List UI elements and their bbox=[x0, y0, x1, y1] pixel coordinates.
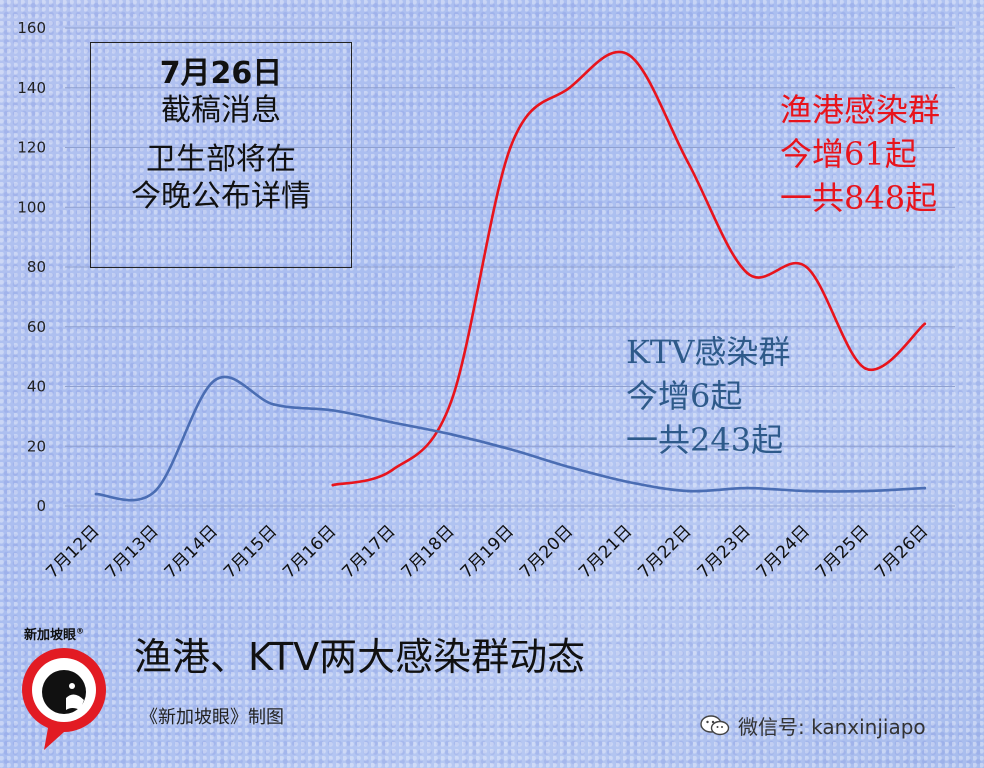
fishery-annotation-name: 渔港感染群 bbox=[780, 91, 941, 129]
data-point-ktv bbox=[213, 379, 216, 382]
y-tick-label: 80 bbox=[27, 258, 46, 276]
y-tick-label: 20 bbox=[27, 437, 46, 455]
data-point-fishery bbox=[331, 483, 335, 487]
data-point-ktv bbox=[745, 486, 749, 490]
x-tick-label: 7月23日 bbox=[694, 521, 755, 582]
x-axis-ticks: 7月12日7月13日7月14日7月15日7月16日7月17日7月18日7月19日… bbox=[42, 521, 932, 582]
series-line-ktv bbox=[94, 375, 927, 502]
notice-line-4: 今晚公布详情 bbox=[131, 179, 311, 214]
y-axis-ticks: 0 20 40 60 80 100 120 140 160 bbox=[17, 19, 46, 515]
data-point-ktv bbox=[568, 465, 571, 469]
chart-title: 渔港、KTV两大感染群动态 bbox=[134, 635, 586, 679]
notice-box: 7月26日 截稿消息 卫生部将在 今晚公布详情 bbox=[90, 42, 352, 268]
chart-credit: 《新加坡眼》制图 bbox=[140, 707, 284, 728]
ktv-annotation-today: 今增6起 bbox=[626, 377, 743, 415]
data-point-fishery bbox=[449, 400, 453, 403]
x-tick-label: 7月13日 bbox=[102, 521, 163, 582]
wechat-id: 微信号: kanxinjiapo bbox=[738, 715, 926, 739]
notice-line-3: 卫生部将在 bbox=[146, 142, 296, 177]
y-tick-label: 120 bbox=[17, 139, 46, 157]
ktv-annotation-name: KTV感染群 bbox=[626, 333, 791, 371]
fishery-annotation-total: 一共848起 bbox=[780, 179, 938, 217]
x-tick-label: 7月16日 bbox=[279, 521, 340, 582]
data-point-fishery bbox=[864, 367, 867, 370]
logo-icon bbox=[22, 648, 106, 750]
data-point-fishery bbox=[568, 86, 571, 90]
logo-text: 新加坡眼® bbox=[24, 624, 84, 643]
x-tick-label: 7月26日 bbox=[871, 521, 932, 582]
data-point-fishery bbox=[686, 161, 690, 164]
x-tick-label: 7月24日 bbox=[753, 521, 814, 582]
y-tick-label: 0 bbox=[36, 497, 46, 515]
notice-line-2: 截稿消息 bbox=[161, 93, 281, 128]
data-point-ktv bbox=[686, 489, 690, 493]
data-point-fishery bbox=[745, 271, 749, 275]
data-point-fishery bbox=[923, 322, 927, 326]
y-tick-label: 140 bbox=[17, 79, 46, 97]
x-tick-label: 7月17日 bbox=[338, 521, 399, 582]
fishery-annotation: 渔港感染群 今增61起 一共848起 bbox=[780, 88, 940, 220]
fishery-annotation-today: 今增61起 bbox=[780, 135, 917, 173]
x-tick-label: 7月22日 bbox=[634, 521, 695, 582]
x-tick-label: 7月19日 bbox=[457, 521, 518, 582]
data-point-ktv bbox=[449, 433, 453, 436]
x-tick-label: 7月21日 bbox=[575, 521, 636, 582]
x-tick-label: 7月12日 bbox=[42, 521, 103, 582]
data-point-ktv bbox=[94, 492, 98, 496]
data-point-ktv bbox=[272, 403, 275, 406]
x-tick-label: 7月14日 bbox=[161, 521, 222, 582]
wechat-icon bbox=[700, 714, 730, 735]
y-tick-label: 160 bbox=[17, 19, 46, 37]
data-point-ktv bbox=[923, 486, 927, 490]
x-tick-label: 7月25日 bbox=[812, 521, 873, 582]
data-point-ktv bbox=[331, 409, 335, 412]
data-point-fishery bbox=[627, 53, 631, 57]
wechat-watermark: 微信号: kanxinjiapo bbox=[700, 711, 926, 740]
data-point-ktv bbox=[509, 447, 512, 451]
x-tick-label: 7月20日 bbox=[516, 521, 577, 582]
data-point-ktv bbox=[864, 489, 867, 493]
x-tick-label: 7月18日 bbox=[398, 521, 459, 582]
ktv-annotation: KTV感染群 今增6起 一共243起 bbox=[626, 330, 790, 462]
logo-mark: ® bbox=[76, 626, 85, 636]
notice-date: 7月26日 bbox=[159, 56, 283, 91]
data-point-ktv bbox=[153, 489, 157, 493]
y-tick-label: 40 bbox=[27, 378, 46, 396]
x-tick-label: 7月15日 bbox=[220, 521, 281, 582]
chart-series bbox=[94, 50, 927, 502]
data-point-fishery bbox=[805, 265, 808, 269]
y-tick-label: 60 bbox=[27, 318, 46, 336]
y-tick-label: 100 bbox=[17, 198, 46, 216]
logo-name: 新加坡眼 bbox=[24, 628, 77, 643]
data-point-ktv bbox=[390, 421, 394, 424]
data-point-fishery bbox=[390, 468, 394, 472]
data-point-ktv bbox=[805, 489, 808, 493]
ktv-annotation-total: 一共243起 bbox=[626, 421, 784, 459]
data-point-ktv bbox=[627, 480, 631, 484]
data-point-fishery bbox=[509, 146, 512, 149]
